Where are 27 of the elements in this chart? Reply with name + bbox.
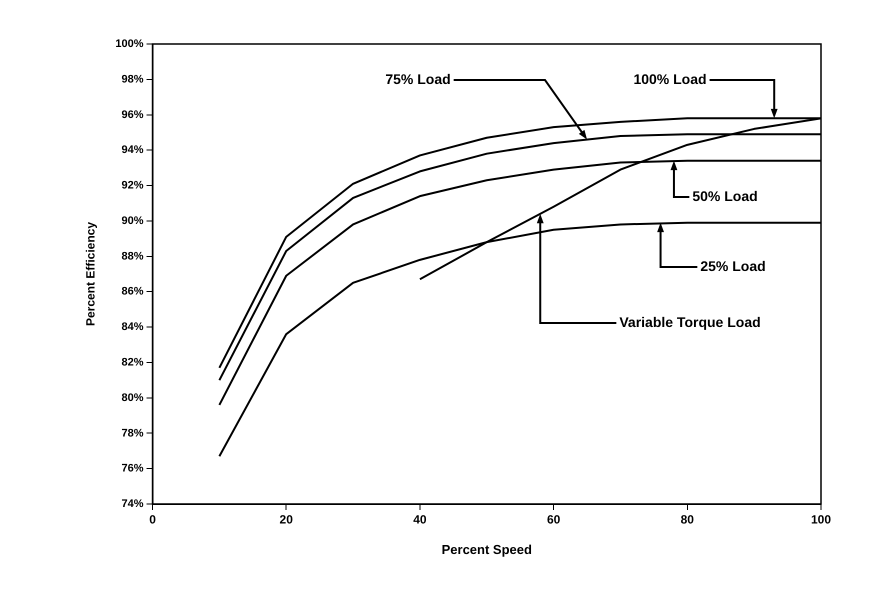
y-tick-label: 86%	[122, 286, 144, 298]
x-tick-label: 40	[413, 512, 427, 527]
x-axis-title: Percent Speed	[442, 542, 532, 557]
y-tick-label: 82%	[122, 356, 144, 368]
y-axis-title: Percent Efficiency	[84, 222, 98, 326]
y-tick-label: 80%	[122, 392, 144, 404]
annotation: 100% Load	[633, 70, 707, 87]
x-tick-label: 80	[680, 512, 694, 527]
x-tick-label: 20	[280, 512, 294, 527]
annotation: 25% Load	[700, 258, 766, 274]
x-tick-label: 0	[149, 512, 156, 527]
annotation: 50% Load	[692, 188, 758, 204]
annotation: Variable Torque Load	[619, 314, 761, 330]
annotation: 75% Load	[385, 70, 451, 87]
y-tick-label: 74%	[122, 498, 144, 510]
y-tick-label: 94%	[122, 144, 144, 156]
y-tick-label: 100%	[115, 38, 144, 50]
y-tick-label: 96%	[122, 108, 144, 121]
y-tick-label: 88%	[122, 250, 144, 262]
y-tick-label: 92%	[122, 180, 144, 192]
y-tick-label: 78%	[122, 427, 144, 440]
y-tick-label: 76%	[122, 462, 144, 475]
x-tick-label: 60	[546, 512, 561, 527]
y-tick-label: 90%	[122, 214, 144, 227]
x-tick-label: 100	[810, 512, 832, 527]
y-tick-label: 98%	[122, 73, 144, 86]
y-tick-label: 84%	[122, 321, 144, 334]
